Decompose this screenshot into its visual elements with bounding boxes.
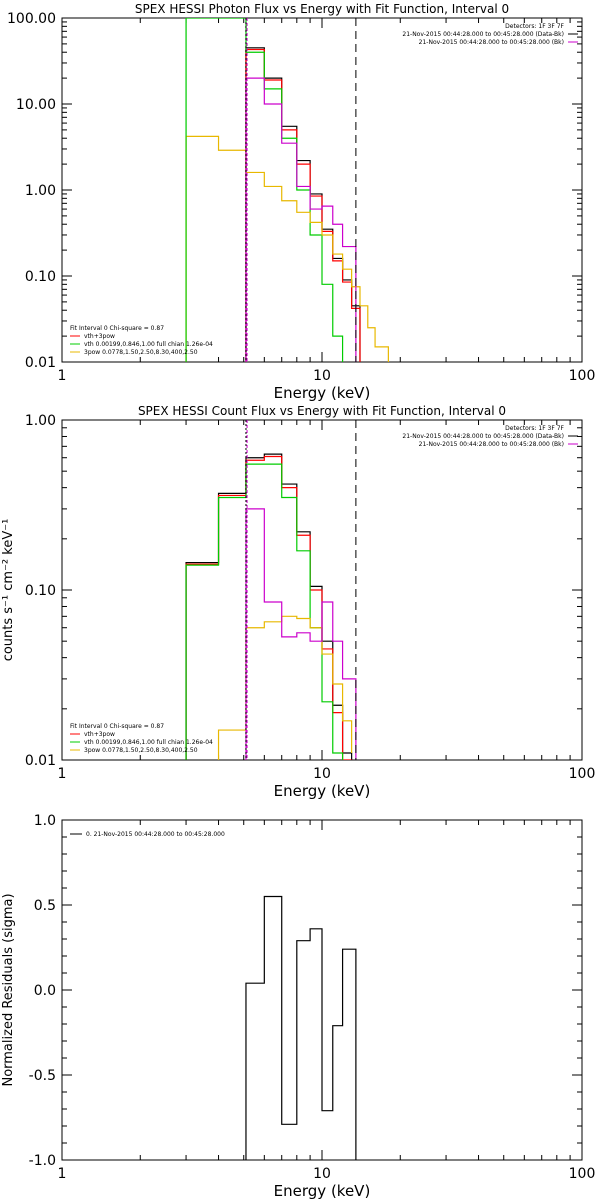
x-tick-label: 100 (569, 368, 596, 384)
y-axis-label: Normalized Residuals (sigma) (1, 893, 16, 1086)
y-tick-label: 1.00 (25, 183, 56, 199)
x-tick-label: 1 (58, 766, 67, 782)
y-tick-label: 1.00 (25, 413, 56, 429)
panel-photon: 1 10 100 0.01 0.10 1.00 10.00 100.00 SPEX HESSI … (7, 2, 595, 402)
y-axis-label: counts s⁻¹ cm⁻² keV⁻¹ (1, 519, 16, 662)
y-tick-label: 100.00 (7, 11, 56, 27)
series-line-vth (185, 463, 344, 760)
series-group (245, 895, 357, 1160)
legend-top-right-text: 21-Nov-2015 00:44:28.000 to 00:45:28.000… (419, 441, 564, 448)
legend-bottom-left-text: vth+3pow (84, 731, 115, 738)
chart-title: SPEX HESSI Photon Flux vs Energy with Fi… (135, 2, 509, 16)
series-group (185, 420, 357, 760)
legend-bottom-left-text: Fit Interval 0 Chi-square = 0.87 (70, 325, 164, 332)
legend-top-right-text: Detectors: 1F 3F 7F (505, 425, 564, 432)
y-tick-label: 0.01 (25, 355, 56, 371)
x-axis-label: Energy (keV) (274, 384, 371, 402)
series-line-series-0 (245, 895, 357, 1160)
series-line-series-4 (245, 77, 357, 362)
x-tick-label: 100 (569, 1166, 596, 1182)
legend-top-left-text: 0. 21-Nov-2015 00:44:28.000 to 00:45:28.… (86, 831, 225, 838)
series-line-vth+3pow (185, 455, 352, 760)
legend-bottom-left-text: vth 0.00199,0.846,1.00 full chian 1.26e-… (84, 341, 213, 348)
legend-bottom-left-text: vth+3pow (84, 333, 115, 340)
plot-frame (61, 17, 583, 363)
series-line-series-0 (245, 47, 361, 362)
legend-bottom-left-text: Fit Interval 0 Chi-square = 0.87 (70, 723, 164, 730)
y-tick-label: -0.5 (29, 1068, 56, 1084)
y-tick-label: 0.5 (34, 898, 56, 914)
y-tick-label: 1.0 (34, 813, 56, 829)
series-group (185, 18, 389, 362)
x-tick-label: 1 (58, 1166, 67, 1182)
legend-top-right-text: 21-Nov-2015 00:44:28.000 to 00:45:28.000… (419, 39, 564, 46)
legend-bottom-left-text: 3pow 0.0778,1.50,2.50,8.30,400,2.50 (84, 747, 198, 754)
legend-bottom-left-text: 3pow 0.0778,1.50,2.50,8.30,400,2.50 (84, 349, 198, 356)
series-line-3pow (217, 615, 353, 760)
series-line-vth (185, 18, 344, 362)
y-tick-label: -1.0 (29, 1153, 56, 1169)
x-axis-label: Energy (keV) (274, 1182, 371, 1200)
series-line-3pow (185, 135, 389, 362)
y-tick-label: 0.01 (25, 753, 56, 769)
panel-resid: 1 10 100 -1.0 -0.5 0.0 0.5 1.0 Energy (keV) Norma… (1, 813, 595, 1200)
legend-top-right-text: Detectors: 1F 3F 7F (505, 23, 564, 30)
y-tick-label: 0.0 (34, 983, 56, 999)
x-tick-label: 10 (313, 766, 331, 782)
legend-top-right-text: 21-Nov-2015 00:44:28.000 to 00:45:28.000… (402, 31, 564, 38)
x-tick-label: 1 (58, 368, 67, 384)
legend-bottom-left-text: vth 0.00199,0.846,1.00 full chian 1.26e-… (84, 739, 213, 746)
panel-count: 1 10 100 0.01 0.10 1.00 SPEX HESSI Count Flux … (1, 404, 595, 800)
x-tick-label: 10 (313, 1166, 331, 1182)
series-line-series-4 (245, 508, 357, 760)
y-tick-label: 10.00 (16, 97, 56, 113)
series-line-series-0 (185, 453, 353, 760)
series-line-vth+3pow (245, 48, 361, 362)
x-tick-label: 100 (569, 766, 596, 782)
chart-title: SPEX HESSI Count Flux vs Energy with Fit… (138, 404, 506, 418)
x-tick-label: 10 (313, 368, 331, 384)
x-axis-label: Energy (keV) (274, 782, 371, 800)
legend-top-right-text: 21-Nov-2015 00:44:28.000 to 00:45:28.000… (402, 433, 564, 440)
y-tick-label: 0.10 (25, 269, 56, 285)
y-tick-label: 0.10 (25, 583, 56, 599)
